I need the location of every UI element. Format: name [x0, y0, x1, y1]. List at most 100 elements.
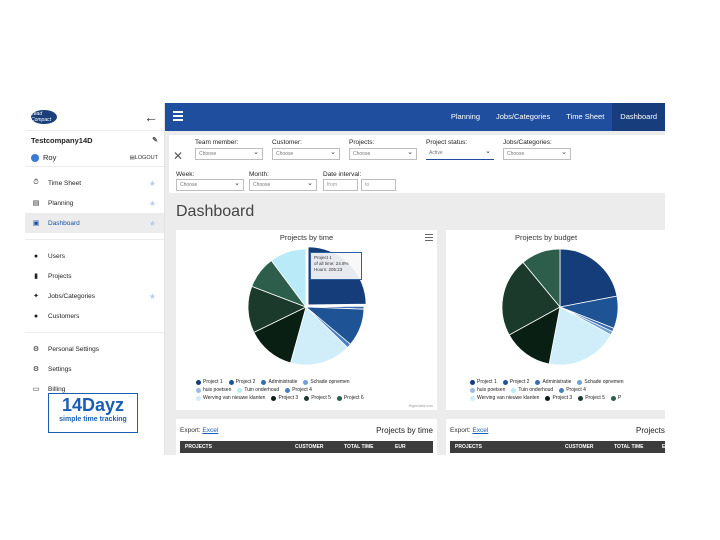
- close-icon[interactable]: ✕: [173, 149, 184, 163]
- month-select[interactable]: Choose ⌄: [249, 179, 317, 191]
- date-from-input[interactable]: from: [323, 179, 358, 191]
- chart-credits[interactable]: Highcharts.com: [408, 404, 433, 408]
- star-icon[interactable]: ★: [148, 178, 156, 188]
- legend-item[interactable]: Project 3: [545, 395, 572, 401]
- legend-item[interactable]: P: [610, 395, 621, 401]
- gear-icon: ⚙: [32, 346, 40, 353]
- customer-label: Customer:: [272, 139, 302, 146]
- customers-icon: ●: [33, 312, 39, 320]
- sidebar-item-dashboard[interactable]: ▣ Dashboard ★: [25, 213, 164, 233]
- export-excel-link[interactable]: Excel: [202, 427, 219, 434]
- legend-item[interactable]: Project 2: [228, 379, 255, 385]
- tab-jobs-categories[interactable]: Jobs/Categories: [496, 112, 551, 121]
- nav-group-settings: ⚙ Personal Settings ⚙ Settings ▭ Billing: [25, 333, 164, 405]
- pie-slice[interactable]: [559, 248, 618, 308]
- gear-icon: ⚙: [32, 366, 40, 373]
- sidebar: Lead Compact ← Testcompany14D ✎ Roy ▤LOG…: [25, 103, 165, 455]
- sidebar-header: Lead Compact ←: [25, 103, 164, 131]
- legend-item[interactable]: Administratie: [535, 379, 571, 385]
- user-icon: [31, 153, 39, 162]
- sidebar-item-customers[interactable]: ● Customers: [33, 312, 80, 320]
- customer-select[interactable]: Choose ⌄: [272, 148, 340, 160]
- legend-item[interactable]: Project 3: [271, 395, 298, 401]
- pie-slice[interactable]: [522, 248, 561, 309]
- credit-card-icon: ▭: [32, 386, 40, 393]
- table-title: Projects: [636, 426, 665, 435]
- legend-item[interactable]: Schade opnemen: [303, 379, 350, 385]
- legend-item[interactable]: Werving van nieuwe klanten: [470, 395, 539, 401]
- star-icon[interactable]: ★: [148, 198, 156, 208]
- sidebar-item-billing[interactable]: ▭ Billing: [32, 385, 66, 394]
- legend-item[interactable]: Project 1: [470, 379, 497, 385]
- table-header: PROJECTS CUSTOMER TOTAL TIME EUR: [180, 441, 433, 453]
- legend-item[interactable]: Project 1: [196, 379, 223, 385]
- sidebar-item-settings[interactable]: ⚙ Settings: [32, 365, 72, 374]
- chart-title: Projects by time: [279, 233, 334, 242]
- chevron-down-icon: ⌄: [561, 149, 567, 156]
- tab-dashboard[interactable]: Dashboard: [612, 103, 665, 131]
- jobs-categories-select[interactable]: Choose ⌄: [503, 148, 571, 160]
- column-header[interactable]: PROJECTS: [185, 444, 212, 450]
- team-member-select[interactable]: Choose ⌄: [195, 148, 263, 160]
- wrench-icon: ✦: [33, 293, 39, 300]
- legend-item[interactable]: Project 2: [502, 379, 529, 385]
- hamburger-menu-icon[interactable]: [173, 111, 183, 121]
- chart-tooltip: Project 1 of all time: 24.8% Hours: 205:…: [310, 252, 362, 280]
- team-member-label: Team member:: [195, 139, 239, 146]
- column-header[interactable]: CUSTOMER: [565, 444, 594, 450]
- pie-slice[interactable]: [501, 261, 561, 336]
- sidebar-item-projects[interactable]: ▮ Projects: [25, 266, 164, 286]
- projects-select[interactable]: Choose ⌄: [349, 148, 417, 160]
- chart-menu-icon[interactable]: [425, 234, 433, 242]
- column-header[interactable]: CUSTOMER: [295, 444, 324, 450]
- top-tabs: Planning Jobs/Categories Time Sheet Dash…: [443, 103, 665, 131]
- column-header[interactable]: E: [662, 444, 665, 450]
- back-arrow-icon[interactable]: ←: [144, 108, 158, 125]
- company-logo: Lead Compact: [31, 109, 57, 124]
- week-select[interactable]: Choose ⌄: [176, 179, 244, 191]
- chart-card-time: Projects by time Project 1 of all time: …: [176, 230, 437, 410]
- legend-item[interactable]: huis poetsen: [196, 387, 231, 393]
- star-icon[interactable]: ★: [148, 218, 156, 228]
- star-icon[interactable]: ★: [148, 291, 156, 301]
- legend-item[interactable]: Project 6: [336, 395, 364, 401]
- tab-time-sheet[interactable]: Time Sheet: [566, 112, 605, 121]
- pie-slice[interactable]: [508, 306, 561, 365]
- pin-icon[interactable]: ✎: [152, 137, 158, 144]
- pie-slice[interactable]: [270, 248, 307, 309]
- sidebar-item-users[interactable]: ● Users: [33, 252, 65, 260]
- sidebar-item-jobs[interactable]: ✦ Jobs/Categories ★: [33, 291, 156, 301]
- project-status-select[interactable]: Active ⌄: [426, 148, 494, 160]
- legend-item[interactable]: Werving van nieuwe klanten: [196, 395, 265, 401]
- chevron-down-icon: ⌄: [330, 149, 336, 156]
- pie-slice[interactable]: [548, 306, 612, 366]
- date-to-input[interactable]: to: [361, 179, 396, 191]
- dashboard-icon: ▣: [32, 220, 40, 227]
- legend-item[interactable]: Tuin onderhoud: [511, 387, 553, 393]
- column-header[interactable]: EUR: [395, 444, 406, 450]
- column-header[interactable]: TOTAL TIME: [614, 444, 644, 450]
- sidebar-item-timesheet[interactable]: ⏱ Time Sheet ★: [33, 178, 156, 188]
- legend-item[interactable]: Project 4: [285, 387, 312, 393]
- legend-item[interactable]: huis poetsen: [470, 387, 505, 393]
- stopwatch-icon: ⏱: [33, 179, 39, 186]
- legend-item[interactable]: Project 5: [304, 395, 331, 401]
- legend-item[interactable]: Schade opnemen: [577, 379, 624, 385]
- brand-logo: 14Dayz simple time tracking: [48, 393, 138, 433]
- legend-item[interactable]: Project 4: [559, 387, 586, 393]
- filter-panel: ✕ Team member: Choose ⌄ Customer: Choose ⌄…: [169, 135, 665, 193]
- jobs-categories-label: Jobs/Categories:: [503, 139, 552, 146]
- legend-item[interactable]: Administratie: [261, 379, 297, 385]
- logout-button[interactable]: ▤LOGOUT: [129, 154, 158, 161]
- column-header[interactable]: PROJECTS: [455, 444, 482, 450]
- page-title: Dashboard: [176, 203, 255, 220]
- export-excel-link[interactable]: Excel: [472, 427, 489, 434]
- pie-chart-time: [247, 246, 367, 366]
- legend-item[interactable]: Project 5: [578, 395, 605, 401]
- tab-planning[interactable]: Planning: [450, 112, 481, 121]
- sidebar-item-personal-settings[interactable]: ⚙ Personal Settings: [32, 345, 99, 354]
- pie-slice[interactable]: [290, 306, 349, 366]
- sidebar-item-planning[interactable]: ▤ Planning ★: [32, 198, 156, 208]
- legend-item[interactable]: Tuin onderhoud: [237, 387, 279, 393]
- column-header[interactable]: TOTAL TIME: [344, 444, 374, 450]
